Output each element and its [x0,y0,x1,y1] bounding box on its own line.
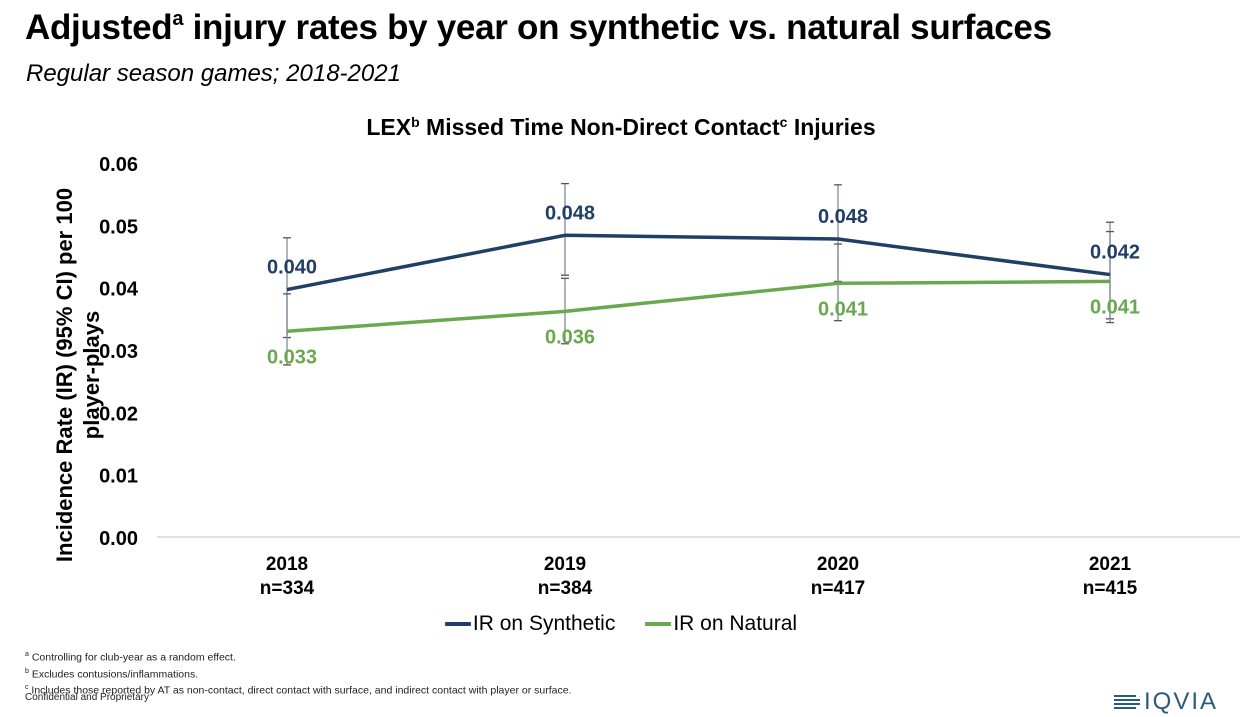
data-label: 0.041 [1090,296,1140,318]
x-tick-label: 2018 [266,554,308,575]
error-bars [283,182,1114,366]
series-line-synthetic [286,233,1111,292]
data-label: 0.036 [545,326,595,348]
legend-label-natural: IR on Natural [673,612,798,635]
y-tick-label: 0.06 [99,154,138,176]
x-axis-ticks: 2018 n=334 2019 n=384 2020 n=417 2021 n=415 [260,554,1138,599]
legend-label-synthetic: IR on Synthetic [472,612,616,635]
footnote-marker: a [25,651,29,658]
data-label: 0.033 [267,346,317,368]
x-tick-sample-size: n=417 [811,578,865,599]
chart-title-marker-b: b [411,114,420,130]
iqvia-logo: IQVIA [1114,688,1218,716]
logo-text: IQVIA [1144,688,1219,715]
chart-title-end: Injuries [787,114,876,140]
x-tick-sample-size: n=384 [538,578,593,599]
x-tick-label: 2020 [817,554,859,575]
data-label: 0.048 [818,206,868,228]
footnotes: a Controlling for club-year as a random … [25,648,571,698]
page-subtitle: Regular season games; 2018-2021 [26,60,401,87]
legend-swatch-natural [645,622,672,626]
y-tick-label: 0.00 [99,528,138,550]
page-title: Adjusteda injury rates by year on synthe… [25,8,1052,48]
footnote-a: a Controlling for club-year as a random … [25,648,571,665]
footnote-c: c Includes those reported by AT as non-c… [25,681,571,698]
series-line-natural [286,279,1111,334]
legend-item-synthetic[interactable]: IR on Synthetic [444,612,616,636]
y-axis-ticks: 0.00 0.01 0.02 0.03 0.04 0.05 0.06 [99,154,139,550]
data-label: 0.048 [545,202,595,224]
footnote-text: Includes those reported by AT as non-con… [28,684,572,697]
footnote-text: Controlling for club-year as a random ef… [28,651,236,664]
x-tick-label: 2021 [1089,554,1132,575]
legend-item-natural[interactable]: IR on Natural [645,612,797,636]
confidential-notice: Confidential and Proprietary [25,692,149,703]
data-label: 0.040 [267,257,317,279]
chart-title-mid: Missed Time Non-Direct Contact [419,114,780,140]
title-text-rest: injury rates by year on synthetic vs. na… [183,8,1052,47]
footnote-b: b Excludes contusions/inflammations. [25,665,571,682]
series-lines [286,233,1111,334]
legend: IR on Synthetic IR on Natural [0,612,1242,636]
data-label: 0.042 [1090,242,1140,264]
x-tick-label: 2019 [544,554,586,575]
footnote-marker: c [25,684,29,691]
y-tick-label: 0.05 [99,216,138,238]
x-tick-sample-size: n=415 [1083,578,1138,599]
y-tick-label: 0.02 [99,403,138,425]
chart-title-marker-c: c [779,114,788,130]
x-tick-sample-size: n=334 [260,578,315,599]
y-tick-label: 0.01 [99,466,138,488]
chart-title-text: LEX [366,114,412,140]
data-labels: 0.040 0.048 0.048 0.042 0.033 0.036 0.041 0.041 [267,202,1140,368]
data-label: 0.041 [818,298,868,320]
footnote-text: Excludes contusions/inflammations. [28,668,199,680]
title-text: Adjusted [25,8,173,47]
y-tick-label: 0.03 [99,341,138,363]
legend-swatch-synthetic [444,622,471,626]
y-tick-label: 0.04 [99,279,139,301]
logo-lines-icon [1114,695,1140,709]
chart-title: LEXb Missed Time Non-Direct Contactc Inj… [0,114,1242,141]
footnote-marker: b [25,667,29,675]
title-footnote-marker: a [172,8,184,30]
